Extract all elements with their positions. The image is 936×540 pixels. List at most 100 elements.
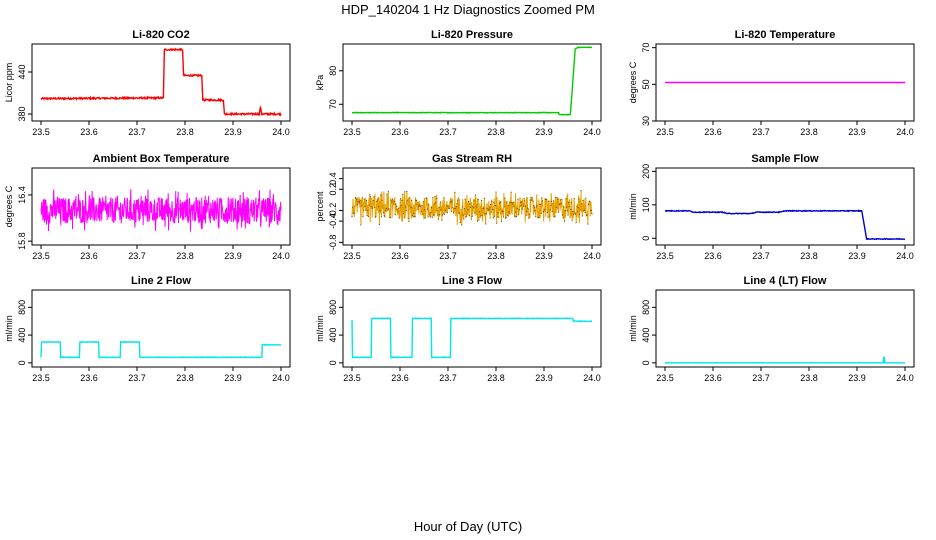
series-point xyxy=(534,209,536,212)
series-point xyxy=(372,200,374,202)
series-point xyxy=(421,204,423,207)
series-point xyxy=(468,214,470,217)
plot-frame xyxy=(31,43,291,122)
series-point xyxy=(365,199,367,202)
series-point xyxy=(463,208,466,210)
series-point xyxy=(397,211,399,213)
x-tick-label: 23.5 xyxy=(656,127,674,137)
series-point xyxy=(376,200,378,202)
series-point xyxy=(386,193,388,195)
series-point xyxy=(371,207,374,209)
series-point xyxy=(481,199,483,202)
series-point xyxy=(361,205,363,207)
x-tick-label: 23.7 xyxy=(439,251,457,261)
series-point xyxy=(463,218,465,220)
x-tick-label: 24.0 xyxy=(896,373,914,383)
series-point xyxy=(568,206,570,208)
series-point xyxy=(539,203,542,206)
series-point xyxy=(465,216,467,218)
series-point xyxy=(513,205,515,208)
series-point xyxy=(361,197,363,199)
x-tick-label: 23.8 xyxy=(487,127,505,137)
series-point xyxy=(505,216,507,218)
series-point xyxy=(457,197,459,199)
series-point xyxy=(522,205,525,207)
series-point xyxy=(476,204,478,206)
series-point xyxy=(475,206,477,208)
series-point xyxy=(384,216,386,218)
series-point xyxy=(509,202,511,204)
series-point xyxy=(487,207,489,210)
y-tick-label: 0 xyxy=(328,360,338,365)
series-point xyxy=(431,217,433,219)
series-point xyxy=(524,205,527,207)
panel-title: Li-820 CO2 xyxy=(132,29,189,41)
panel-5: Gas Stream RH 23.5 23.6 23.7 23.8 23.9 24.0 -0.… xyxy=(315,153,602,261)
series-point xyxy=(417,208,419,210)
series-point xyxy=(439,214,441,216)
series-point xyxy=(496,216,498,218)
series-point xyxy=(358,202,360,204)
panel-7: Line 2 Flow 23.5 23.6 23.7 23.8 23.9 24.0 0 400 8… xyxy=(4,275,291,383)
series-point xyxy=(575,221,577,224)
series-point xyxy=(467,200,470,202)
series-point xyxy=(537,217,540,219)
panel-title: Li-820 Temperature xyxy=(735,29,836,41)
x-tick-label: 23.6 xyxy=(80,251,98,261)
series-point xyxy=(556,197,558,199)
series-point xyxy=(412,216,414,218)
series-point xyxy=(472,205,474,207)
series-point xyxy=(403,217,405,219)
y-tick-label: 30 xyxy=(641,116,651,126)
series-point xyxy=(446,205,448,207)
x-tick-label: 23.7 xyxy=(752,251,770,261)
series-point xyxy=(544,209,546,211)
series-point xyxy=(419,205,422,207)
series-point xyxy=(378,206,380,208)
series-point xyxy=(587,203,590,206)
series-point xyxy=(497,212,499,214)
series-point xyxy=(561,198,563,200)
y-tick-label: 0.2 xyxy=(328,183,338,196)
panel-3: Li-820 Temperature 23.5 23.6 23.7 23.8 23.9 24… xyxy=(628,29,915,137)
series-point xyxy=(396,209,398,211)
series-point xyxy=(590,209,592,211)
series-point xyxy=(489,206,491,208)
series-point xyxy=(428,214,431,216)
series-point xyxy=(543,210,545,212)
series-point xyxy=(395,205,398,207)
series-point xyxy=(402,193,404,195)
y-axis-label: degrees C xyxy=(4,185,14,227)
y-tick-label: 800 xyxy=(328,300,338,315)
series-point xyxy=(557,198,559,200)
series-point xyxy=(435,202,437,204)
series-point xyxy=(400,204,402,207)
series-point xyxy=(435,197,437,200)
series-point xyxy=(567,214,569,216)
plot-frame xyxy=(342,167,602,246)
panel-8: Line 3 Flow 23.5 23.6 23.7 23.8 23.9 24.0 0 400 8… xyxy=(315,275,602,383)
series-point xyxy=(574,213,577,215)
series-point xyxy=(374,207,376,209)
series-point xyxy=(433,214,435,216)
series-point xyxy=(362,215,364,218)
series-point xyxy=(406,190,408,192)
y-tick-label: 400 xyxy=(17,328,27,343)
series-point xyxy=(395,203,397,205)
panel-title: Line 4 (LT) Flow xyxy=(744,275,827,287)
series-line xyxy=(351,317,593,360)
series-point xyxy=(555,206,557,208)
x-tick-label: 23.9 xyxy=(535,373,553,383)
series-point xyxy=(363,209,365,211)
series-point xyxy=(490,211,492,213)
series-point xyxy=(502,210,504,213)
series-point xyxy=(572,213,575,216)
series-point xyxy=(518,209,520,211)
y-tick-label: 80 xyxy=(328,66,338,76)
x-tick-label: 23.5 xyxy=(343,127,361,137)
series-point xyxy=(444,209,446,211)
x-tick-label: 23.9 xyxy=(224,251,242,261)
x-tick-label: 23.6 xyxy=(704,251,722,261)
series-point xyxy=(410,207,412,209)
